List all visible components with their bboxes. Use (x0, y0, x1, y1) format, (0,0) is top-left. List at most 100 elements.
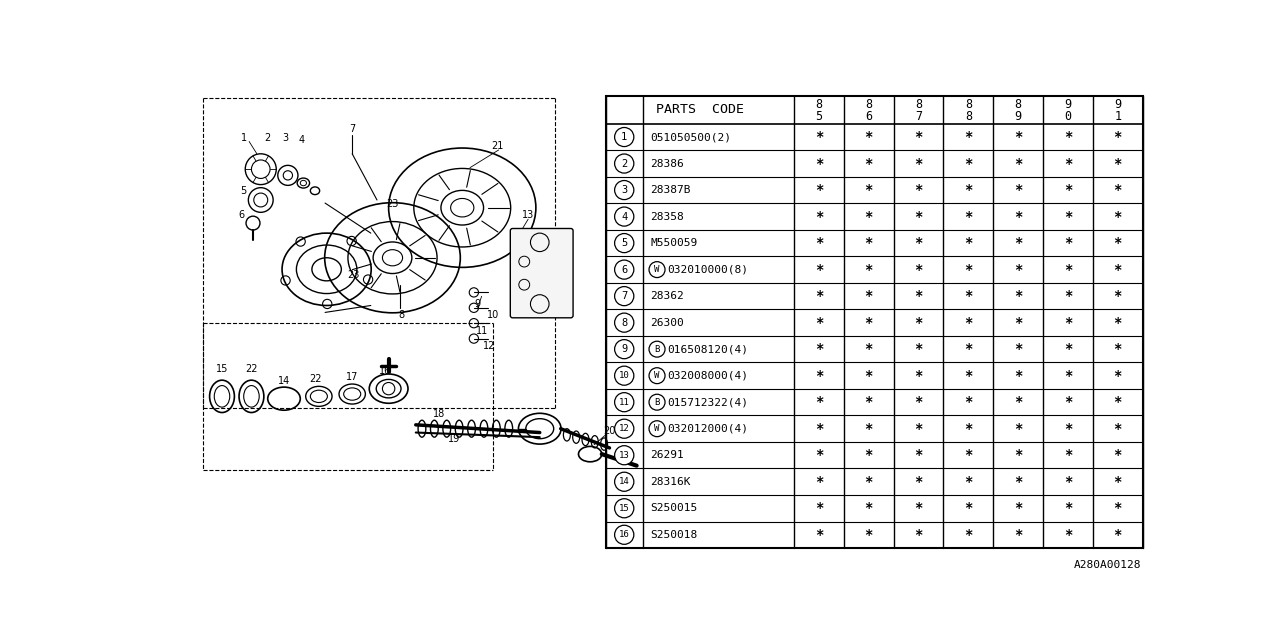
Text: *: * (814, 422, 823, 436)
Text: 5: 5 (815, 109, 823, 122)
Text: 9: 9 (1015, 109, 1021, 122)
Text: *: * (1114, 422, 1123, 436)
Text: 16: 16 (618, 531, 630, 540)
Text: *: * (814, 157, 823, 170)
Text: *: * (1114, 236, 1123, 250)
Circle shape (614, 313, 634, 332)
Text: 26291: 26291 (650, 450, 685, 460)
Circle shape (614, 127, 634, 147)
Text: *: * (1064, 209, 1073, 223)
Text: *: * (814, 289, 823, 303)
Text: *: * (1064, 183, 1073, 197)
Text: *: * (914, 448, 923, 462)
Text: 13: 13 (618, 451, 630, 460)
Text: 10: 10 (488, 310, 499, 321)
Text: *: * (914, 475, 923, 489)
Text: *: * (1114, 369, 1123, 383)
Text: W: W (654, 265, 659, 274)
Text: *: * (864, 369, 873, 383)
Text: 18: 18 (433, 409, 445, 419)
Text: *: * (1114, 209, 1123, 223)
Text: *: * (864, 422, 873, 436)
Text: *: * (914, 316, 923, 330)
Text: *: * (1014, 236, 1023, 250)
Text: *: * (964, 236, 973, 250)
Text: *: * (814, 209, 823, 223)
Text: *: * (814, 448, 823, 462)
Text: *: * (1064, 289, 1073, 303)
Text: *: * (1114, 528, 1123, 542)
Circle shape (649, 420, 666, 436)
Circle shape (614, 207, 634, 226)
Text: 2: 2 (264, 133, 270, 143)
Text: *: * (964, 342, 973, 356)
Text: *: * (1064, 157, 1073, 170)
Text: *: * (1064, 528, 1073, 542)
Text: W: W (654, 371, 659, 380)
Text: 13: 13 (522, 211, 534, 220)
Text: *: * (1014, 342, 1023, 356)
Text: *: * (964, 528, 973, 542)
Text: 032010000(8): 032010000(8) (667, 264, 749, 275)
Text: *: * (1064, 316, 1073, 330)
Text: *: * (1114, 475, 1123, 489)
Text: *: * (1014, 157, 1023, 170)
Text: *: * (1114, 262, 1123, 276)
Text: 14: 14 (618, 477, 630, 486)
Text: *: * (814, 501, 823, 515)
Circle shape (614, 340, 634, 358)
Text: B: B (654, 345, 659, 354)
Text: A280A00128: A280A00128 (1074, 559, 1142, 570)
Text: *: * (814, 130, 823, 144)
Text: *: * (1064, 342, 1073, 356)
Text: *: * (1014, 528, 1023, 542)
Text: 9: 9 (475, 299, 481, 309)
FancyBboxPatch shape (605, 96, 1143, 548)
Circle shape (649, 341, 666, 357)
Text: 8: 8 (965, 98, 972, 111)
Text: 15: 15 (216, 364, 228, 374)
Text: *: * (964, 262, 973, 276)
Circle shape (614, 180, 634, 200)
Text: *: * (914, 422, 923, 436)
Text: 8: 8 (865, 98, 872, 111)
Text: *: * (964, 422, 973, 436)
Text: 28358: 28358 (650, 212, 685, 221)
Text: *: * (964, 475, 973, 489)
Text: 23: 23 (387, 199, 398, 209)
Text: *: * (864, 157, 873, 170)
Text: 28386: 28386 (650, 159, 685, 168)
Text: *: * (864, 262, 873, 276)
Text: *: * (914, 157, 923, 170)
Text: *: * (914, 236, 923, 250)
Text: *: * (1014, 209, 1023, 223)
Text: 28316K: 28316K (650, 477, 691, 487)
Text: 23: 23 (348, 271, 360, 280)
Text: *: * (1014, 289, 1023, 303)
Text: 9: 9 (621, 344, 627, 354)
Text: *: * (1064, 262, 1073, 276)
Text: *: * (1064, 448, 1073, 462)
Text: *: * (1114, 316, 1123, 330)
Text: *: * (1114, 395, 1123, 409)
Text: *: * (1114, 130, 1123, 144)
Text: *: * (1114, 501, 1123, 515)
Circle shape (614, 445, 634, 465)
Text: *: * (1014, 475, 1023, 489)
Text: 16: 16 (379, 366, 390, 376)
Text: 7: 7 (621, 291, 627, 301)
Text: *: * (1014, 501, 1023, 515)
Circle shape (614, 366, 634, 385)
Text: *: * (914, 209, 923, 223)
Text: *: * (814, 262, 823, 276)
Text: *: * (1064, 422, 1073, 436)
Text: *: * (864, 130, 873, 144)
Text: 9: 9 (1114, 98, 1121, 111)
Text: *: * (864, 289, 873, 303)
Text: S250018: S250018 (650, 530, 698, 540)
Text: *: * (814, 395, 823, 409)
Text: *: * (1014, 395, 1023, 409)
Circle shape (614, 499, 634, 518)
Text: 6: 6 (621, 264, 627, 275)
Text: 22: 22 (308, 374, 321, 385)
